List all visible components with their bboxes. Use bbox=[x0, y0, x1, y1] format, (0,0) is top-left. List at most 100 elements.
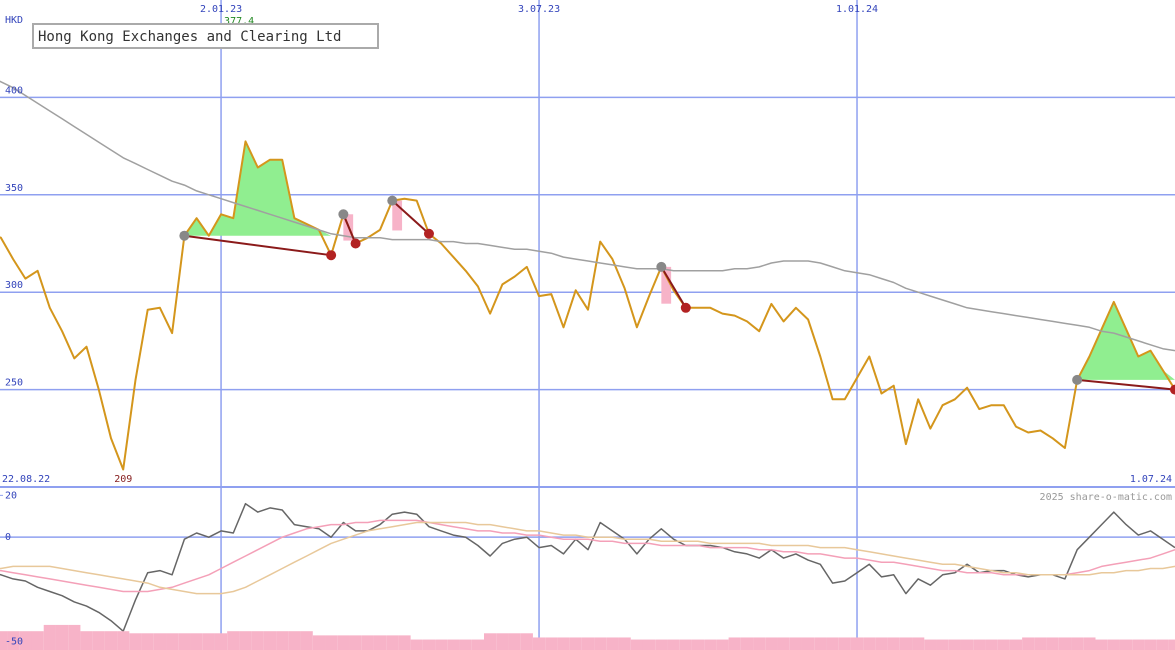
title-box bbox=[32, 23, 379, 49]
volume-bar bbox=[814, 637, 827, 650]
volume-bar bbox=[178, 633, 191, 650]
trend-line bbox=[184, 234, 332, 257]
volume-bar bbox=[373, 635, 387, 650]
series-line bbox=[0, 521, 1175, 595]
volume-bar bbox=[68, 624, 81, 650]
volume-bar bbox=[117, 631, 130, 650]
low-annotation: 209 bbox=[114, 474, 132, 485]
volume-bar bbox=[679, 639, 692, 650]
volume-bar bbox=[1009, 639, 1023, 650]
signal-end bbox=[423, 228, 434, 239]
volume-bar bbox=[1095, 639, 1108, 650]
volume-bar bbox=[471, 639, 485, 650]
trend-line bbox=[1077, 378, 1175, 391]
volume-bar bbox=[202, 633, 215, 650]
y-tick-label: 400 bbox=[5, 85, 23, 96]
x-tick-label: 1.07.24 bbox=[1130, 474, 1172, 485]
series-line bbox=[0, 519, 1175, 593]
volume-bar bbox=[1156, 639, 1169, 650]
trend-line bbox=[342, 213, 357, 244]
volume-bar bbox=[594, 637, 607, 650]
volume-bar bbox=[875, 637, 888, 650]
volume-bar bbox=[1071, 637, 1084, 650]
volume-bar bbox=[459, 639, 472, 650]
volume-bar bbox=[19, 631, 32, 650]
volume-bar bbox=[569, 637, 582, 650]
volume-bar bbox=[1046, 637, 1059, 650]
signal-start bbox=[387, 195, 398, 206]
volume-bar bbox=[55, 624, 69, 650]
volume-bar bbox=[312, 635, 326, 650]
volume-bar bbox=[153, 633, 167, 650]
volume-bar bbox=[850, 637, 864, 650]
volume-bar bbox=[1107, 639, 1120, 650]
volume-bar bbox=[691, 639, 705, 650]
volume-bar bbox=[0, 631, 8, 650]
y-axis-label: HKD bbox=[5, 15, 23, 26]
volume-bar bbox=[141, 633, 154, 650]
volume-bar bbox=[129, 633, 142, 650]
volume-bar bbox=[704, 639, 717, 650]
volume-bar bbox=[484, 633, 497, 650]
volume-bar bbox=[325, 635, 338, 650]
watermark: 2025 share-o-matic.com bbox=[1040, 492, 1172, 503]
signal-area bbox=[1077, 301, 1175, 380]
volume-bar bbox=[1034, 637, 1047, 650]
volume-bar bbox=[740, 637, 754, 650]
y-tick-label: -50 bbox=[5, 637, 23, 648]
volume-bar bbox=[422, 639, 436, 650]
volume-bar bbox=[753, 637, 766, 650]
volume-bar bbox=[1144, 639, 1157, 650]
chart-title: Hong Kong Exchanges and Clearing Ltd bbox=[38, 29, 341, 45]
volume-bar bbox=[214, 633, 228, 650]
volume-bar bbox=[985, 639, 998, 650]
volume-bar bbox=[789, 637, 802, 650]
series-line bbox=[0, 502, 1175, 632]
y-tick-label: 20 bbox=[5, 490, 17, 501]
volume-bar bbox=[104, 631, 118, 650]
x-tick-label: 1.01.24 bbox=[836, 4, 878, 15]
volume-bar bbox=[826, 637, 839, 650]
volume-bar bbox=[1058, 637, 1072, 650]
volume-bar bbox=[263, 631, 277, 650]
trend-line bbox=[660, 266, 687, 309]
trend-line bbox=[391, 199, 430, 235]
volume-bar bbox=[43, 624, 56, 650]
volume-bar bbox=[532, 637, 546, 650]
y-tick-label: 0 bbox=[5, 532, 11, 543]
volume-bar bbox=[386, 635, 399, 650]
volume-bar bbox=[1119, 639, 1133, 650]
volume-bar bbox=[288, 631, 301, 650]
volume-bar bbox=[618, 637, 631, 650]
volume-bar bbox=[557, 637, 570, 650]
layer: 22.08.22 2.01.23 3.07.23 1.01.24 1.07.24 250 3… bbox=[2, 4, 1172, 648]
volume-bar bbox=[92, 631, 105, 650]
volume-bar bbox=[545, 637, 558, 650]
volume-bar bbox=[1022, 637, 1035, 650]
y-tick-label: 350 bbox=[5, 183, 23, 194]
signal-start bbox=[338, 209, 349, 220]
volume-bar bbox=[239, 631, 252, 650]
volume-bar bbox=[508, 633, 521, 650]
signal-start bbox=[1072, 374, 1083, 385]
y-tick-label: 250 bbox=[5, 378, 23, 389]
volume-bar bbox=[447, 639, 460, 650]
y-tick-label: 300 bbox=[5, 280, 23, 291]
signal-end bbox=[350, 238, 361, 249]
volume-bar bbox=[863, 637, 876, 650]
volume-bar bbox=[1132, 639, 1145, 650]
volume-bar bbox=[667, 639, 680, 650]
volume-bar bbox=[398, 635, 411, 650]
volume-bar bbox=[520, 633, 533, 650]
volume-bar bbox=[997, 639, 1010, 650]
volume-bar bbox=[349, 635, 362, 650]
high-annotation: 377.4 bbox=[224, 16, 254, 27]
layer bbox=[0, 80, 1175, 650]
signal-end bbox=[1170, 384, 1175, 395]
volume-bar bbox=[936, 639, 949, 650]
volume-bar bbox=[960, 639, 974, 650]
series-line bbox=[0, 80, 1175, 352]
signal-end bbox=[680, 302, 691, 313]
volume-bar bbox=[7, 631, 20, 650]
